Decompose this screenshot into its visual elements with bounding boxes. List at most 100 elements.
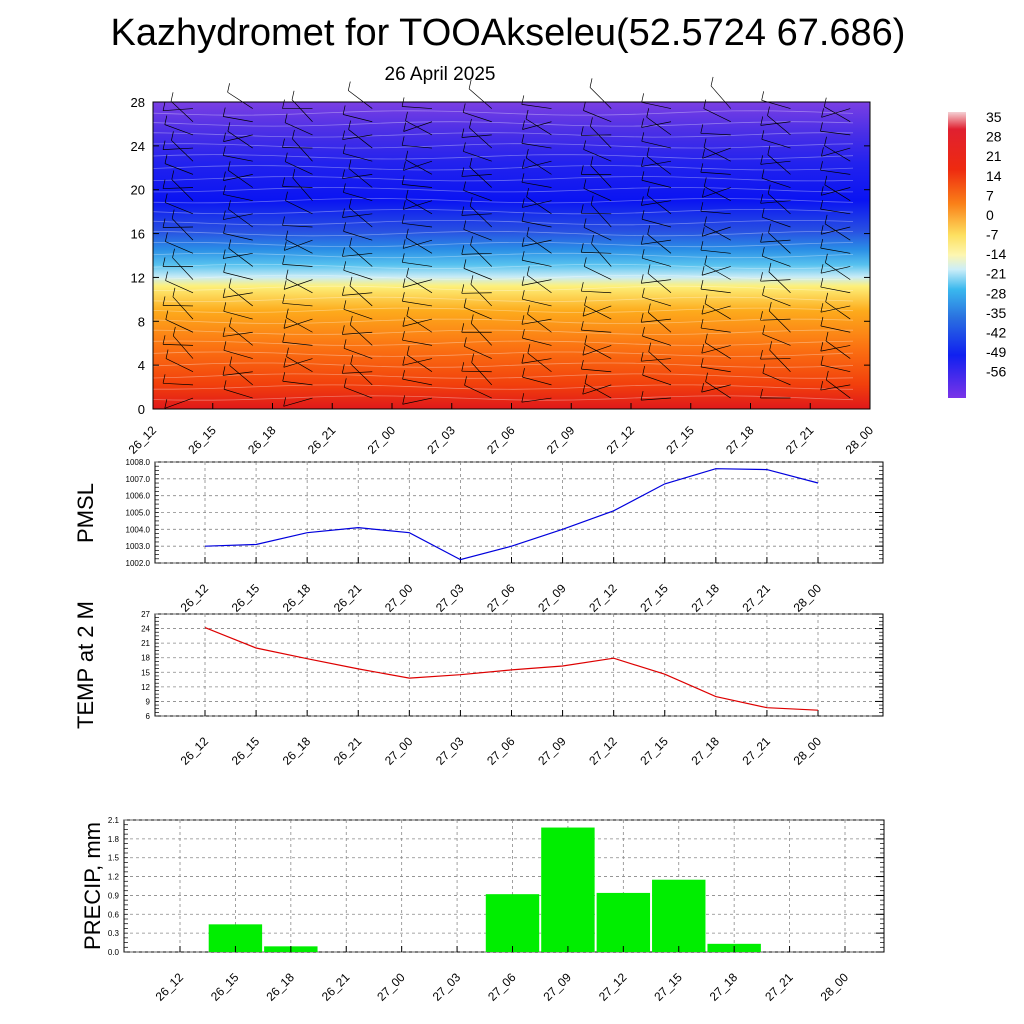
wind-barb	[522, 200, 552, 208]
wind-barb-flag	[165, 232, 168, 242]
temp-x-tick-label: 26_15	[229, 734, 263, 768]
wind-barb-flag	[171, 170, 175, 180]
wind-barb	[285, 278, 313, 294]
wind-barb	[469, 166, 492, 188]
contour-line	[152, 263, 854, 270]
wind-barb-flag	[172, 287, 176, 297]
wind-barb	[348, 90, 373, 109]
pmsl-y-tick-label: 1004.0	[126, 525, 151, 534]
pmsl-y-tick-label: 1003.0	[126, 542, 151, 551]
colorbar-label: 28	[986, 129, 1002, 145]
wind-barb	[820, 266, 851, 274]
wind-barb-flag	[646, 108, 650, 118]
wind-barb-flag	[641, 93, 644, 103]
wind-barb	[406, 315, 433, 333]
wind-barb	[704, 225, 731, 241]
wind-barb	[170, 101, 194, 122]
wind-barb	[463, 307, 492, 320]
precip-y-tick-label: 0.6	[108, 910, 120, 919]
wind-barb	[348, 168, 373, 188]
wind-barb	[769, 310, 791, 333]
wind-barb-flag	[646, 147, 650, 157]
temp-x-tick-label: 27_21	[740, 734, 774, 768]
wind-barb	[342, 371, 373, 374]
wind-barb-flag	[348, 120, 351, 130]
wind-barb-flag	[640, 391, 644, 401]
wind-barb	[470, 284, 493, 307]
wind-barb-flag	[641, 118, 644, 128]
wind-barb-flag	[648, 342, 652, 352]
wind-barb-flag	[463, 220, 467, 230]
wind-barb-flag	[283, 358, 287, 368]
wind-barb	[463, 190, 492, 202]
wind-barb-flag	[526, 187, 529, 198]
wind-barb-flag	[282, 372, 286, 382]
wind-barb-flag	[825, 331, 829, 342]
wind-barb	[521, 220, 552, 228]
wind-barb-flag	[282, 255, 285, 265]
wind-barb-flag	[222, 249, 226, 259]
wind-barb-flag	[349, 315, 353, 326]
contour-line	[152, 395, 854, 401]
wind-barb-flag	[825, 253, 828, 263]
wind-barb-flag	[641, 171, 645, 181]
pmsl-x-tick-label: 27_15	[637, 581, 671, 615]
wind-barb	[402, 397, 433, 405]
wind-barb-flag	[470, 275, 474, 285]
wind-barb	[581, 368, 612, 373]
precip-bar	[485, 894, 540, 952]
precip-x-tick-label: 27_15	[651, 970, 685, 1004]
wind-barb-flag	[342, 286, 345, 296]
wind-barb	[461, 134, 492, 138]
wind-barb	[164, 397, 194, 409]
wind-barb-flag	[222, 146, 226, 156]
wind-barb-flag	[283, 319, 287, 329]
wind-barb-flag	[282, 216, 285, 226]
wind-barb	[700, 327, 731, 333]
wind-barb-flag	[761, 247, 765, 257]
wind-barb-flag	[582, 346, 586, 356]
wind-barb	[163, 147, 194, 150]
wind-barb	[402, 184, 433, 188]
wind-barb	[641, 279, 672, 284]
cross-section-x-tick-label: 27_15	[663, 423, 697, 457]
wind-barb-flag	[464, 376, 467, 386]
wind-barb	[590, 204, 612, 228]
wind-barb	[820, 247, 851, 254]
temp-y-tick-label: 9	[146, 697, 151, 706]
cross-section-x-tick-label: 27_21	[783, 423, 817, 457]
wind-barb	[461, 252, 492, 255]
wind-barb-flag	[521, 251, 525, 261]
wind-barb-flag	[768, 262, 772, 273]
wind-barb-flag	[762, 325, 766, 335]
wind-barb-flag	[343, 261, 347, 271]
wind-barb	[402, 145, 433, 149]
cross-section-y-tick-label: 8	[138, 314, 145, 329]
pmsl-x-tick-label: 27_21	[740, 581, 774, 615]
wind-barb	[704, 303, 731, 320]
precip-x-tick-label: 26_21	[319, 970, 353, 1004]
wind-barb-flag	[461, 362, 465, 372]
wind-barb-flag	[583, 101, 586, 111]
cross-section-x-tick-label: 27_03	[424, 423, 458, 457]
contour-line	[152, 274, 854, 281]
wind-barb-flag	[405, 228, 409, 238]
wind-barb-flag	[580, 243, 584, 253]
wind-barb-flag	[342, 144, 346, 154]
wind-barb-flag	[647, 264, 651, 274]
wind-barb	[350, 324, 373, 346]
wind-barb	[642, 335, 672, 346]
wind-barb-flag	[342, 169, 345, 179]
wind-barb	[589, 87, 612, 109]
wind-barb-flag	[820, 186, 824, 196]
wind-barb	[820, 384, 851, 391]
temp-x-tick-label: 27_06	[484, 734, 518, 768]
contour-line	[152, 329, 854, 335]
wind-barb-flag	[820, 264, 824, 274]
wind-barb-flag	[701, 305, 705, 315]
wind-barb	[171, 218, 194, 241]
wind-barb-flag	[705, 372, 708, 382]
wind-barb	[647, 195, 672, 215]
wind-barb	[162, 226, 194, 228]
precip-bar	[541, 827, 595, 952]
